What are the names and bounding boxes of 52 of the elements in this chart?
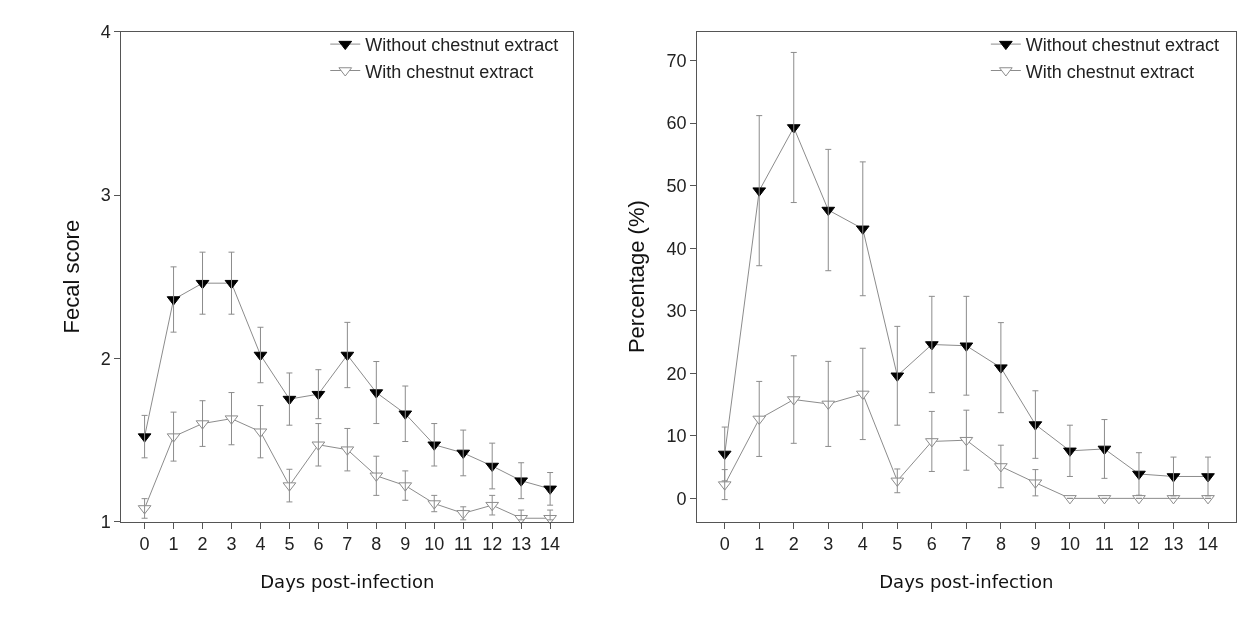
y-tick-label: 3 [100,185,111,206]
x-tick-label: 3 [823,534,834,555]
legend-label: Without chestnut extract [365,35,559,56]
x-tick-label: 10 [1059,534,1080,555]
x-tick-label: 7 [961,534,972,555]
x-tick-label: 4 [857,534,868,555]
x-tick-label: 13 [1163,534,1184,555]
y-tick-label: 4 [100,22,111,43]
x-axis-title: Days post-infection [879,571,1054,593]
x-tick-label: 2 [788,534,799,555]
x-tick-label: 12 [482,534,503,555]
x-tick-label: 9 [1030,534,1041,555]
x-tick-label: 13 [511,534,532,555]
x-tick-label: 0 [139,534,150,555]
x-tick-label: 9 [400,534,411,555]
y-tick-label: 30 [666,301,687,322]
x-tick-label: 14 [540,534,561,555]
x-tick-label: 3 [226,534,237,555]
x-tick-label: 11 [453,534,473,555]
x-tick-label: 0 [719,534,730,555]
x-tick-label: 4 [255,534,266,555]
x-tick-label: 6 [313,534,324,555]
y-tick-label: 50 [666,175,687,196]
x-tick-label: 8 [371,534,382,555]
x-tick-label: 14 [1197,534,1219,555]
y-tick-label: 0 [676,488,687,509]
x-tick-label: 5 [284,534,295,555]
y-tick-label: 40 [666,238,687,259]
x-tick-label: 11 [1095,534,1114,555]
y-tick-label: 20 [666,363,687,384]
x-tick-label: 7 [342,534,353,555]
y-tick-label: 2 [100,348,111,369]
x-tick-label: 5 [892,534,903,555]
x-tick-label: 12 [1128,534,1149,555]
legend-label: With chestnut extract [1025,61,1194,82]
x-axis-title: Days post-infection [260,571,435,593]
x-tick-label: 6 [926,534,937,555]
legend-label: Without chestnut extract [1025,35,1219,56]
y-axis-title: Percentage (%) [624,200,650,354]
y-tick-label: 10 [666,426,687,447]
y-tick-label: 60 [666,113,687,134]
y-tick-label: 70 [666,50,687,71]
x-tick-label: 1 [168,534,179,555]
legend-label: With chestnut extract [365,61,534,82]
point [1132,495,1146,505]
x-tick-label: 10 [424,534,445,555]
y-axis-title: Fecal score [58,219,84,334]
x-tick-label: 2 [197,534,208,555]
x-tick-label: 8 [995,534,1006,555]
y-tick-label: 1 [100,511,111,532]
x-tick-label: 1 [754,534,765,555]
point [1063,495,1077,505]
